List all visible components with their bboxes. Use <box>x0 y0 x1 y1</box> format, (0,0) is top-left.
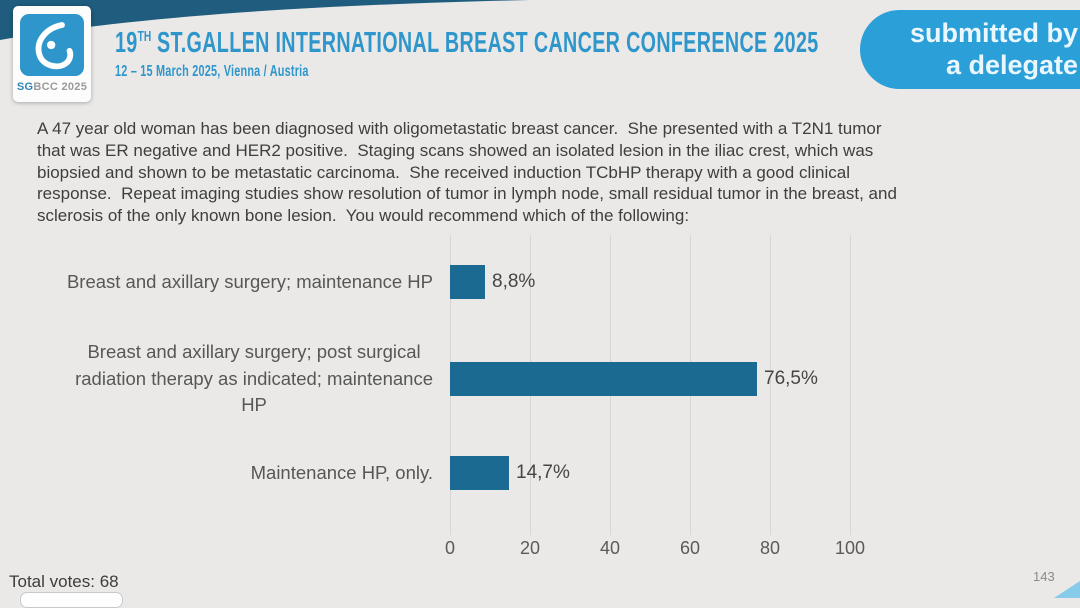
delegate-badge-line1: submitted by <box>909 17 1078 48</box>
value-label: 8,8% <box>492 271 536 292</box>
x-axis-tick: 80 <box>759 538 781 558</box>
page-number: 143 <box>1033 569 1055 584</box>
chart-row: Breast and axillary surgery; maintenance… <box>37 252 535 312</box>
gridline <box>770 235 771 535</box>
gridline <box>850 235 851 535</box>
poll-bar <box>450 265 485 299</box>
poll-bar <box>450 362 757 396</box>
category-label: Maintenance HP, only. <box>250 461 433 483</box>
total-votes: Total votes: 68 <box>9 572 119 591</box>
category-label: Breast and axillary surgery; maintenance… <box>66 270 433 292</box>
conference-title: 19TH ST.GALLEN INTERNATIONAL BREAST CANC… <box>115 27 819 60</box>
category-label: Breast and axillary surgery; post surgic… <box>75 340 433 416</box>
title-number: 19 <box>115 27 138 59</box>
header-ribbon <box>0 0 530 40</box>
corner-accent <box>1054 581 1080 598</box>
x-axis-tick: 0 <box>444 538 455 558</box>
title-ordinal-suffix: TH <box>137 28 152 45</box>
title-text: ST.GALLEN INTERNATIONAL BREAST CANCER CO… <box>151 27 819 59</box>
chart-row: Breast and axillary surgery; post surgic… <box>37 324 818 434</box>
value-label: 14,7% <box>516 462 570 483</box>
x-axis-tick: 100 <box>834 538 866 558</box>
header-title-block: 19TH ST.GALLEN INTERNATIONAL BREAST CANC… <box>115 27 819 81</box>
x-axis-tick: 20 <box>519 538 541 558</box>
conference-subtitle: 12 – 15 March 2025, Vienna / Austria <box>115 63 309 80</box>
value-label: 76,5% <box>764 368 818 389</box>
chart-row: Maintenance HP, only. 14,7% <box>37 443 570 503</box>
question-text: A 47 year old woman has been diagnosed w… <box>37 119 897 226</box>
logo-caption: SGBCC 2025 <box>17 81 87 93</box>
delegate-badge: submitted by a delegate <box>860 10 1080 89</box>
x-axis-tick: 40 <box>599 538 621 558</box>
partial-control-button[interactable] <box>20 592 123 608</box>
conference-logo-card: SGBCC 2025 <box>13 6 91 102</box>
logo-caption-sg: SG <box>16 81 34 93</box>
x-axis-tick: 60 <box>679 538 701 558</box>
delegate-badge-line2: a delegate <box>945 49 1078 80</box>
logo-caption-rest: BCC 2025 <box>33 81 88 93</box>
breast-logo-icon <box>20 14 84 76</box>
poll-bar <box>450 456 509 490</box>
